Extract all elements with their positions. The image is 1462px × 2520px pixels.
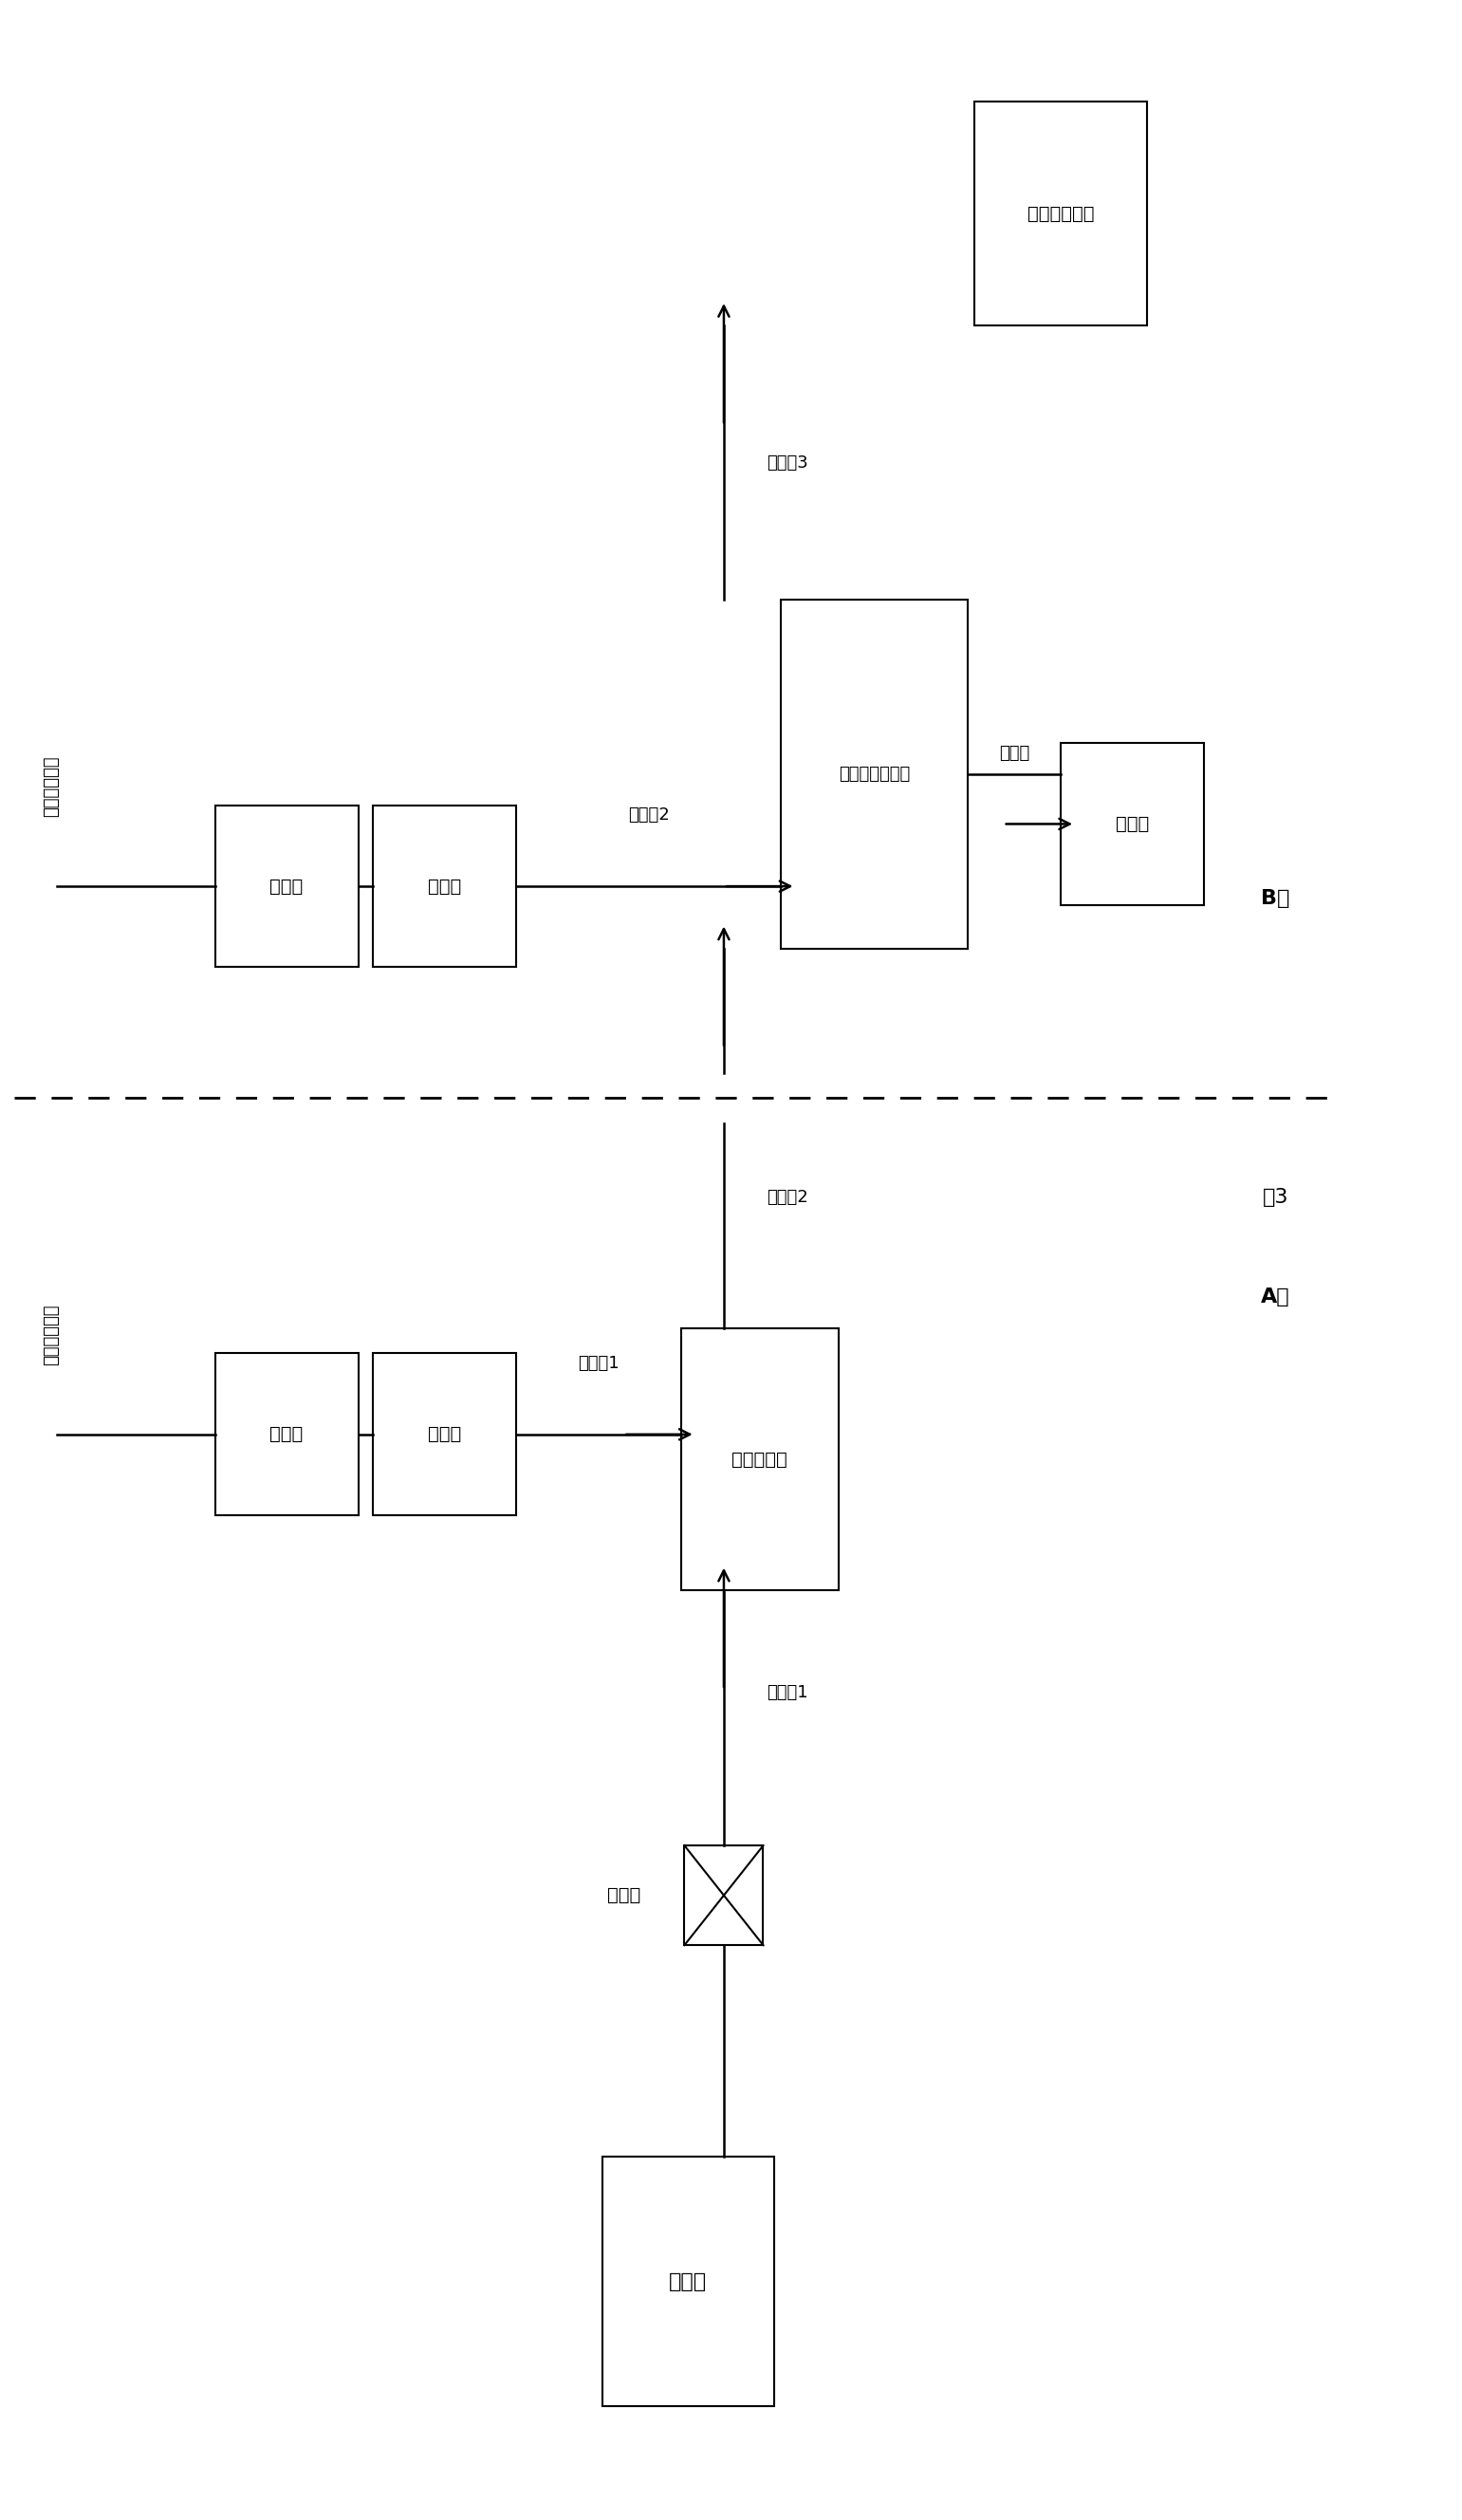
Bar bbox=[373, 1353, 516, 1515]
Text: 排废气: 排废气 bbox=[999, 743, 1029, 761]
Text: 吸烟机: 吸烟机 bbox=[670, 2273, 708, 2291]
Text: 气体混合稀释器: 气体混合稀释器 bbox=[839, 766, 909, 784]
Text: 图3: 图3 bbox=[1263, 1189, 1289, 1207]
Text: B区: B区 bbox=[1262, 890, 1289, 907]
Bar bbox=[975, 101, 1146, 325]
Text: A区: A区 bbox=[1262, 1288, 1291, 1308]
Text: 洁净压缩空气: 洁净压缩空气 bbox=[42, 756, 60, 816]
Text: 样品流3: 样品流3 bbox=[768, 454, 808, 471]
Text: 调压阀: 调压阀 bbox=[270, 1426, 303, 1444]
Bar bbox=[215, 806, 358, 968]
Text: 吸力源: 吸力源 bbox=[1116, 814, 1149, 834]
Text: 样品流2: 样品流2 bbox=[768, 1189, 808, 1207]
Bar bbox=[602, 2157, 773, 2407]
Text: 洁净压缩空气: 洁净压缩空气 bbox=[42, 1305, 60, 1366]
Bar bbox=[781, 600, 968, 948]
Bar bbox=[681, 1328, 839, 1590]
Text: 辅助气1: 辅助气1 bbox=[577, 1356, 618, 1371]
Text: 流量计: 流量计 bbox=[427, 1426, 461, 1444]
Text: 调压阀: 调压阀 bbox=[270, 877, 303, 895]
Text: 流量计: 流量计 bbox=[427, 877, 461, 895]
Bar bbox=[1061, 743, 1205, 905]
Text: 电磁阀: 电磁阀 bbox=[607, 1887, 640, 1905]
Text: 辅助气2: 辅助气2 bbox=[627, 806, 670, 824]
Text: 轴向稀释器: 轴向稀释器 bbox=[732, 1452, 788, 1469]
Text: 样品流1: 样品流1 bbox=[768, 1683, 808, 1701]
Bar bbox=[373, 806, 516, 968]
Bar bbox=[215, 1353, 358, 1515]
Bar bbox=[684, 1845, 763, 1945]
Text: 气溶胶检测器: 气溶胶检测器 bbox=[1028, 204, 1094, 222]
